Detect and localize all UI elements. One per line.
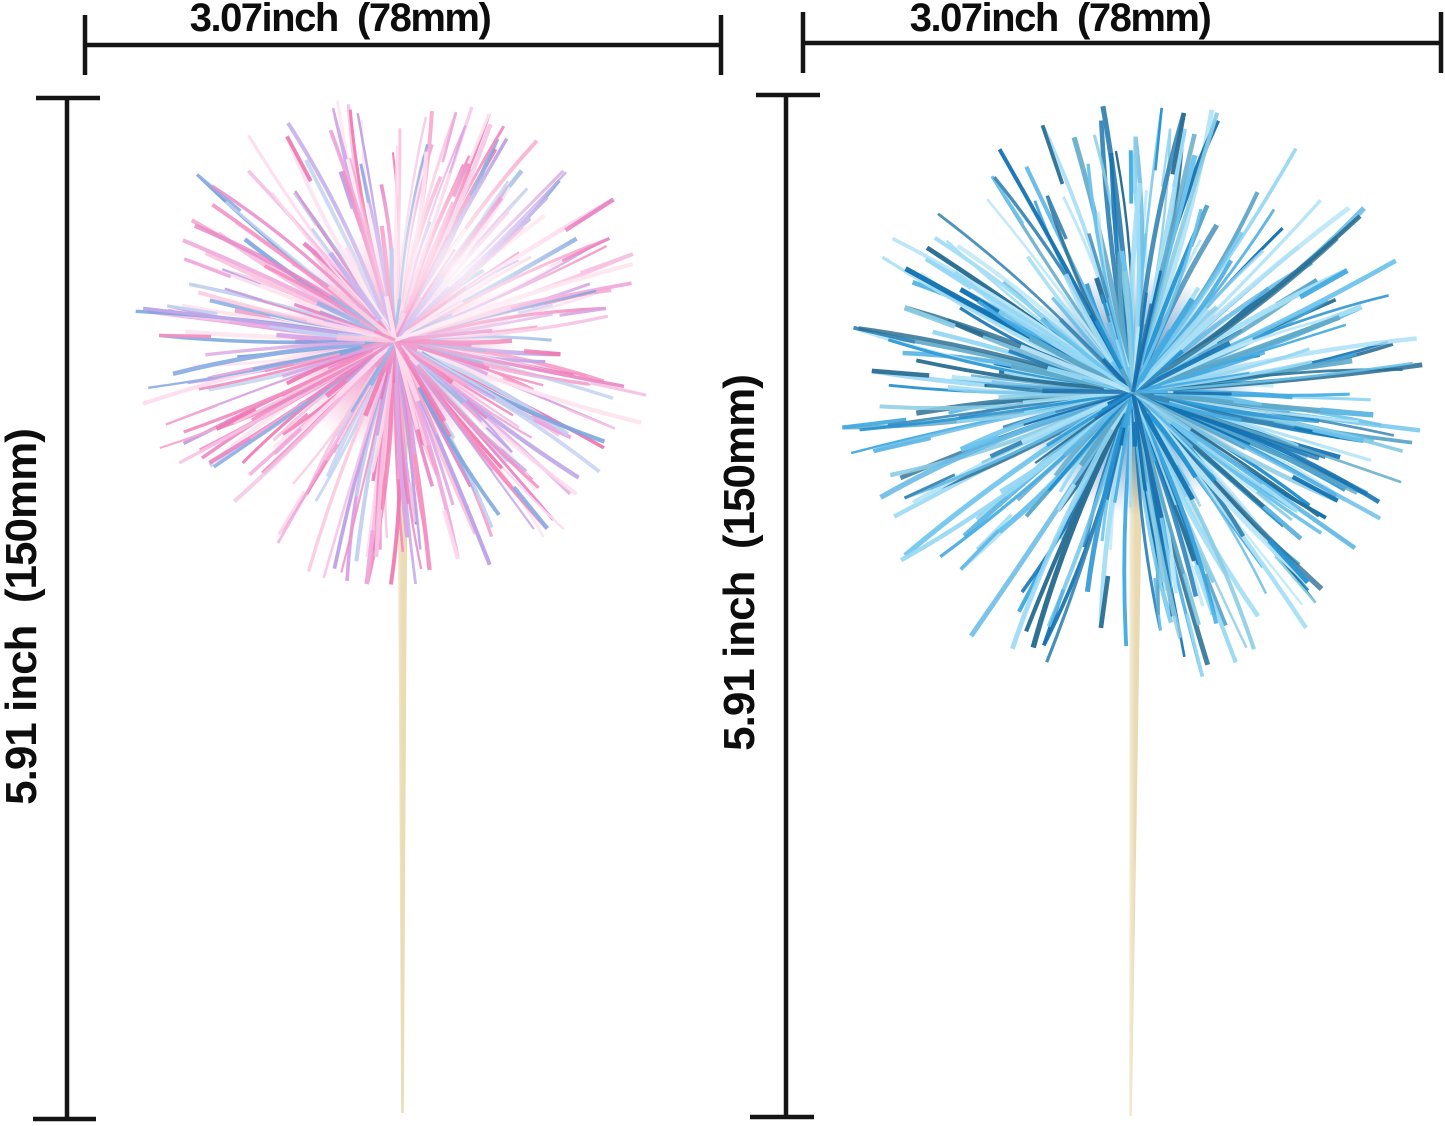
- width-label-right: 3.07inch (78mm): [909, 0, 1212, 40]
- height-label-right: 5.91 inch (150mm): [715, 375, 764, 751]
- width-dimension-line-right: [800, 12, 1444, 73]
- bamboo-stick: [397, 355, 408, 1113]
- width-dimension-line-left: [82, 15, 724, 75]
- height-label-left: 5.91 inch (150mm): [0, 429, 46, 805]
- blue-tinsel-pom-pick-photo: [842, 105, 1423, 1116]
- pom-sheen-highlight: [320, 143, 590, 393]
- pom-strands: [842, 105, 1423, 678]
- bamboo-stick: [1129, 405, 1144, 1116]
- height-dimension-line-right: [750, 92, 820, 1120]
- height-dimension-line-left: [33, 95, 100, 1122]
- width-label-left: 3.07inch (78mm): [189, 0, 492, 40]
- pink-tinsel-pom-pick-photo: [135, 100, 647, 1113]
